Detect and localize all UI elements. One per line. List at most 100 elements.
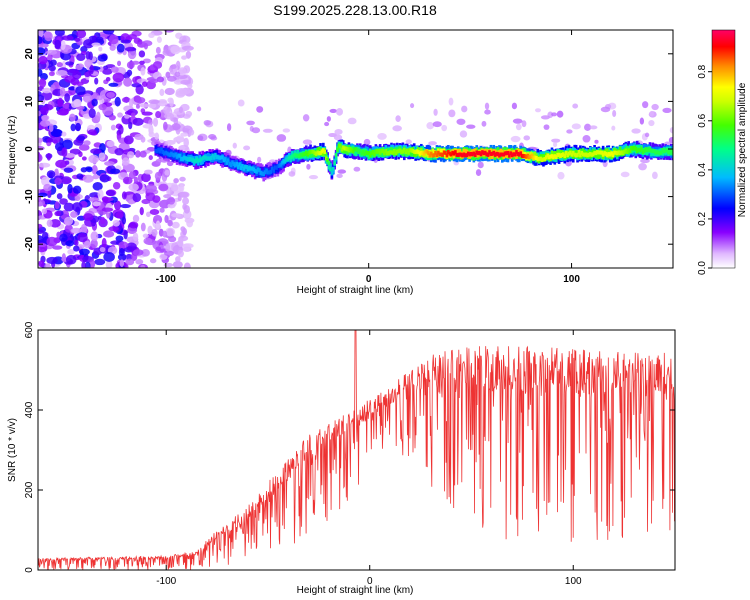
noise-blob <box>38 260 45 268</box>
ridge-cell <box>493 152 497 157</box>
ridge-cell <box>503 151 507 156</box>
noise-blob <box>38 110 42 117</box>
noise-blob <box>648 120 655 127</box>
noise-blob <box>65 240 75 247</box>
noise-blob <box>154 171 162 181</box>
ridge-cell <box>157 147 160 152</box>
noise-blob <box>38 141 42 147</box>
noise-blob <box>80 223 88 234</box>
ridge-cell <box>293 152 297 157</box>
noise-blob <box>146 211 151 218</box>
noise-blob <box>54 168 59 176</box>
noise-blob <box>162 49 173 56</box>
noise-blob <box>148 32 155 39</box>
noise-blob <box>152 195 161 203</box>
ridge-cell <box>651 149 655 154</box>
ridge-cell <box>593 150 596 155</box>
noise-blob <box>535 108 541 113</box>
ridge-cell <box>191 158 194 163</box>
noise-blob <box>65 61 75 66</box>
noise-blob <box>148 131 155 138</box>
noise-blob <box>54 39 62 49</box>
noise-blob <box>77 232 88 243</box>
noise-blob <box>163 105 170 115</box>
ridge-cell <box>451 150 454 155</box>
ridge-cell <box>270 166 274 171</box>
ridge-cell <box>587 152 591 157</box>
noise-blob <box>61 35 74 41</box>
noise-blob <box>353 166 361 172</box>
ridge-cell <box>385 147 389 155</box>
top-y-tick-label: -20 <box>24 237 35 252</box>
noise-blob <box>39 119 51 127</box>
ridge-cell <box>439 148 443 156</box>
noise-blob <box>50 128 63 138</box>
noise-blob <box>71 202 83 212</box>
noise-blob <box>521 120 527 128</box>
ridge-cell <box>160 149 163 157</box>
noise-blob <box>70 227 82 234</box>
ridge-cell <box>533 155 537 160</box>
ridge-cell <box>207 156 210 161</box>
noise-blob <box>43 183 52 192</box>
noise-blob <box>67 183 73 194</box>
noise-blob <box>475 169 482 177</box>
noise-blob <box>142 124 154 129</box>
noise-blob <box>88 108 96 119</box>
ridge-cell <box>221 155 224 160</box>
ridge-cell <box>161 149 165 154</box>
ridge-cell <box>215 155 219 160</box>
noise-blob <box>74 195 81 202</box>
ridge-cell <box>405 149 409 157</box>
ridge-cell <box>324 152 328 160</box>
ridge-cell <box>309 150 312 158</box>
ridge-cell <box>442 150 446 155</box>
ridge-cell <box>336 147 339 152</box>
ridge-cell <box>160 147 163 152</box>
noise-blob <box>115 211 124 219</box>
ridge-cell <box>253 165 257 173</box>
ridge-cell <box>358 149 362 157</box>
ridge-cell <box>363 148 366 156</box>
ridge-cell <box>280 160 284 165</box>
noise-blob <box>120 39 132 44</box>
ridge-cell <box>194 159 197 164</box>
ridge-cell <box>444 150 447 155</box>
noise-blob <box>448 97 454 106</box>
noise-blob <box>143 42 148 50</box>
noise-blob <box>144 169 153 175</box>
noise-blob <box>651 103 659 111</box>
ridge-cell <box>499 152 503 157</box>
noise-blob <box>432 121 442 128</box>
ridge-cell <box>411 149 415 154</box>
noise-blob <box>63 167 74 173</box>
noise-blob <box>171 213 182 218</box>
noise-blob <box>132 232 139 242</box>
noise-blob <box>441 124 448 132</box>
ridge-cell <box>188 156 192 161</box>
ridge-cell <box>492 150 496 155</box>
ridge-cell <box>199 157 203 165</box>
ridge-cell <box>432 153 436 158</box>
ridge-cell <box>366 151 369 156</box>
noise-blob <box>197 135 204 141</box>
top-x-axis: -100 0 100 <box>156 30 580 285</box>
ridge-cell <box>302 152 305 157</box>
ridge-cell <box>178 155 182 163</box>
ridge-cell <box>363 152 366 157</box>
noise-blob <box>477 161 484 169</box>
ridge-cell <box>589 151 592 156</box>
noise-blob <box>83 240 91 249</box>
noise-blob <box>652 171 658 180</box>
noise-blob <box>118 241 129 249</box>
ridge-cell <box>408 148 412 153</box>
ridge-cell <box>539 156 542 161</box>
ridge-cell <box>591 152 595 157</box>
ridge-cell <box>478 151 481 156</box>
ridge-cell <box>608 152 612 157</box>
bottom-x-tick-label: -100 <box>156 576 176 587</box>
ridge-cell <box>438 152 442 157</box>
noise-blob <box>139 150 147 158</box>
noise-blob <box>127 49 137 60</box>
ridge-cell <box>296 150 300 158</box>
